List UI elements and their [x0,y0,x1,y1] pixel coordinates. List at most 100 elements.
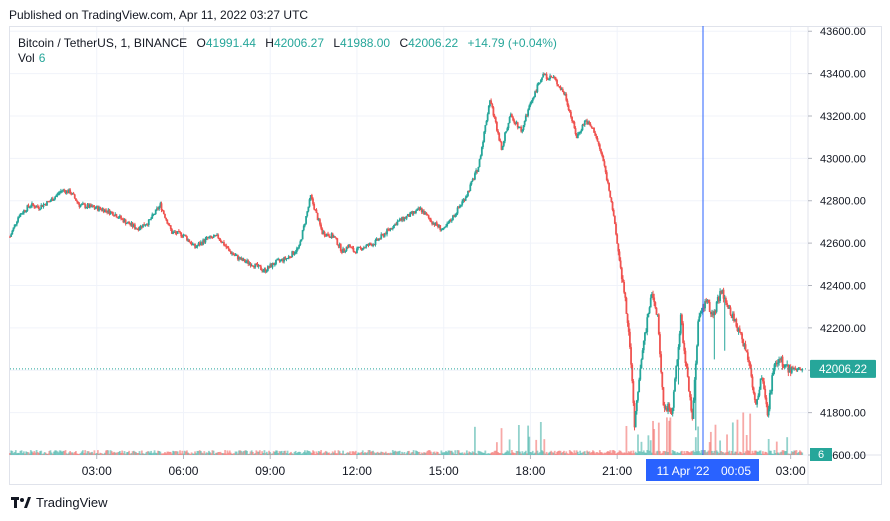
candle-body [105,209,107,211]
candle-body [388,229,391,231]
candle-body [114,214,117,216]
candle-body [506,128,509,132]
candle-body [611,202,614,210]
volume-bar [33,451,36,455]
volume-bar [288,452,291,455]
volume-bar [682,453,684,455]
candle-body [476,170,479,172]
volume-bar [68,452,70,455]
candle-body [33,205,36,208]
volume-bar [471,451,474,455]
candle-body [586,120,589,125]
volume-bar [302,451,305,455]
candle-body [331,233,334,238]
candle-body [75,198,77,201]
volume-bar [645,452,647,455]
volume-bar [616,452,619,455]
candle-body [70,193,73,195]
volume-bar [410,452,413,455]
volume-bar [726,434,728,455]
candle-body [186,236,188,241]
volume-bar [476,453,479,455]
candle-body [358,246,361,248]
volume-bar [190,452,193,455]
candle-body [404,217,407,219]
candle-body [452,215,454,221]
volume-bar [114,452,117,455]
volume-bar [146,451,149,455]
volume-bar [65,453,68,455]
candle-body [183,234,186,236]
candle-body [312,198,314,204]
candle-body [617,243,620,252]
volume-bar [134,451,136,455]
candle-body [233,254,236,256]
candle-body [282,258,284,262]
volume-bar [646,450,649,455]
volume-bar [73,451,76,455]
volume-bar [668,420,671,455]
candle-body [589,124,592,127]
volume-tag: 6 [810,448,832,461]
candle-body [350,247,353,249]
volume-bar [313,451,316,455]
volume-bar [150,450,152,455]
candle-body [294,252,297,254]
volume-bar [287,453,290,455]
volume-bar [116,452,119,455]
volume-bar [549,451,551,455]
volume-bar [279,451,282,455]
candle-body [478,159,481,167]
tradingview-logo-icon [11,496,31,509]
volume-bar [77,453,80,455]
candle-body [745,350,748,353]
candle-body [325,233,328,237]
candle-body [323,231,326,236]
volume-bar [132,450,135,455]
candle-body [767,409,770,416]
candle-body [285,258,288,260]
volume-bar [534,452,536,455]
volume-bar [714,424,717,455]
candle-body [56,193,59,196]
candle-body [632,381,635,404]
candle-body [492,107,495,116]
volume-bar [657,422,660,455]
candle-body [773,364,776,372]
candle-body [295,248,298,253]
volume-bar [120,452,122,455]
volume-bar [29,450,32,455]
volume-bar [515,450,518,455]
volume-bar [580,452,583,455]
candle-body [662,387,665,406]
candle-body [543,73,546,75]
volume-bar [670,453,673,455]
candle-body [699,313,702,317]
volume-bar [128,450,131,455]
candle-body [225,245,228,248]
volume-bar [64,450,67,455]
candle-body [332,236,335,238]
volume-bar [558,450,561,455]
candle-body [205,237,208,239]
volume-bar [256,451,259,455]
footer-brand[interactable]: TradingView [11,495,108,510]
volume-bar [455,453,458,455]
candle-body [124,219,127,224]
candle-body [460,204,462,206]
candle-body [531,98,534,102]
volume-bar [58,450,61,455]
candle-body [619,260,622,268]
candle-body [533,97,535,99]
candle-body [58,192,61,194]
volume-bar [548,452,550,455]
candle-body [484,125,487,132]
volume-bar [166,451,169,455]
candle-body [380,234,383,239]
volume-bar [366,452,369,455]
candle-body [208,237,210,239]
candle-body [136,228,139,230]
candle-body [59,190,62,193]
volume-bar [308,451,311,455]
